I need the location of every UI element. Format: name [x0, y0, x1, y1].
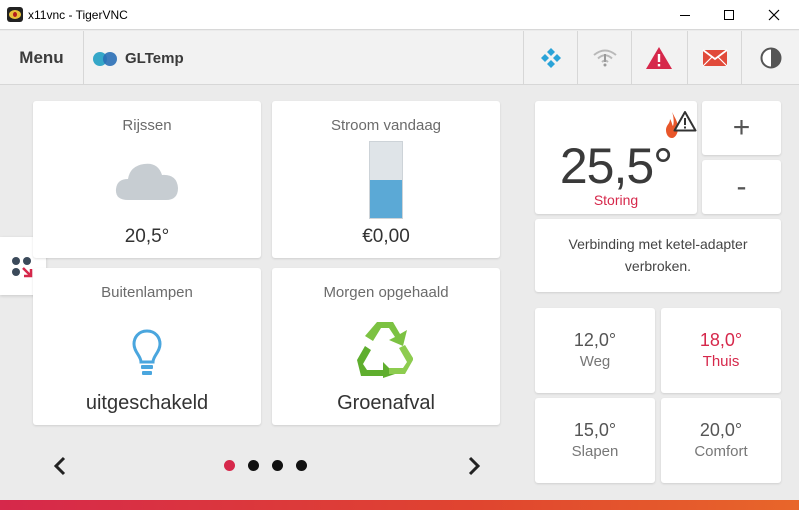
wifi-button[interactable]: [577, 31, 631, 85]
connection-message-text: Verbinding met ketel-adapter verbroken.: [568, 236, 748, 274]
page-indicator: [224, 460, 307, 472]
connection-message: Verbinding met ketel-adapter verbroken.: [535, 219, 781, 292]
lights-tile[interactable]: Buitenlampen uitgeschakeld: [33, 268, 261, 425]
preset-temperature: 20,0°: [699, 420, 743, 440]
lights-title: Buitenlampen: [101, 284, 193, 301]
preset-temperature: 15,0°: [573, 420, 617, 440]
kodi-icon: [540, 48, 561, 68]
waste-type: Groenafval: [337, 392, 435, 414]
brand-logo-icon: [93, 50, 119, 66]
preset-temperature: 18,0°: [699, 330, 743, 350]
preset-name: Comfort: [694, 443, 748, 460]
minimize-button[interactable]: [662, 0, 708, 30]
thermostat-status: Storing: [593, 192, 639, 208]
decrease-temperature-button[interactable]: -: [702, 160, 781, 214]
weather-temperature: 20,5°: [124, 226, 170, 247]
theme-icon: [760, 47, 781, 69]
brand: GLTemp: [93, 48, 184, 68]
preset-name: Weg: [579, 353, 611, 370]
maximize-icon: [724, 10, 734, 20]
power-tile[interactable]: Stroom vandaag €0,00: [272, 101, 500, 258]
alert-button[interactable]: [631, 31, 685, 85]
previous-page-button[interactable]: [45, 451, 75, 481]
close-icon: [768, 9, 780, 21]
mail-icon: [701, 49, 728, 67]
warning-icon: [645, 47, 672, 69]
power-title: Stroom vandaag: [330, 117, 442, 134]
preset-thuis-button[interactable]: 18,0° Thuis: [661, 308, 781, 393]
preset-slapen-button[interactable]: 15,0° Slapen: [535, 398, 655, 483]
scenes-icon: [12, 257, 33, 278]
preset-weg-button[interactable]: 12,0° Weg: [535, 308, 655, 393]
theme-toggle-button[interactable]: [741, 31, 799, 85]
menu-button[interactable]: Menu: [0, 31, 84, 85]
accent-bar: [0, 500, 799, 510]
power-usage-fill: [370, 180, 402, 218]
preset-name: Slapen: [571, 443, 619, 460]
close-window-button[interactable]: [751, 0, 797, 30]
maximize-button[interactable]: [706, 0, 752, 30]
app-header: Menu GLTemp: [0, 31, 799, 85]
wifi-icon: [592, 49, 617, 67]
scenes-side-tab[interactable]: [0, 237, 46, 295]
brand-name: GLTemp: [125, 49, 184, 67]
waste-tile[interactable]: Morgen opgehaald Groenafval: [272, 268, 500, 425]
thermostat-display: 25,5° Storing: [535, 101, 697, 214]
window-title: x11vnc - TigerVNC: [28, 8, 128, 22]
recycle-icon: [357, 322, 413, 378]
chevron-left-icon: [54, 456, 66, 476]
minimize-icon: [680, 14, 690, 16]
preset-comfort-button[interactable]: 20,0° Comfort: [661, 398, 781, 483]
chevron-right-icon: [468, 456, 480, 476]
lightbulb-icon: [132, 329, 162, 375]
next-page-button[interactable]: [459, 451, 489, 481]
preset-temperature: 12,0°: [573, 330, 617, 350]
power-usage-bar: [369, 141, 403, 219]
window-titlebar: x11vnc - TigerVNC: [0, 0, 799, 30]
waste-title: Morgen opgehaald: [323, 284, 449, 301]
power-cost: €0,00: [362, 226, 410, 247]
preset-name: Thuis: [702, 353, 740, 370]
messages-button[interactable]: [687, 31, 741, 85]
page-dot[interactable]: [272, 460, 283, 471]
page-dot[interactable]: [296, 460, 307, 471]
page-dot[interactable]: [224, 460, 235, 471]
warning-outline-icon: [673, 111, 697, 132]
tigervnc-app-icon: [7, 7, 23, 22]
increase-temperature-button[interactable]: +: [702, 101, 781, 155]
weather-tile[interactable]: Rijssen 20,5°: [33, 101, 261, 258]
page-dot[interactable]: [248, 460, 259, 471]
cloud-icon: [115, 163, 178, 200]
kodi-button[interactable]: [523, 31, 577, 85]
weather-location: Rijssen: [122, 117, 172, 134]
current-temperature: 25,5°: [559, 138, 673, 194]
lights-status: uitgeschakeld: [85, 392, 209, 414]
